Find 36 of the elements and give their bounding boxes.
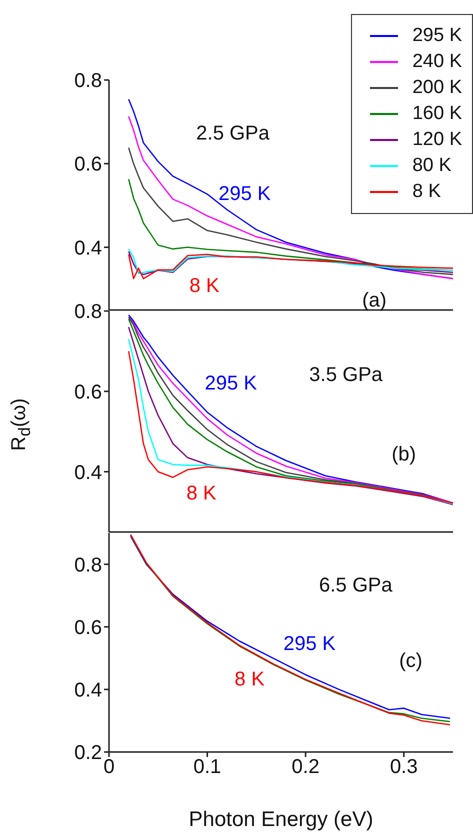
text: 8 K: [189, 275, 220, 298]
legend-label: 160 K: [412, 103, 462, 125]
y-tick-label: 0.6: [74, 381, 102, 404]
legend-label: 240 K: [412, 51, 462, 73]
y-tick-label: 0.6: [74, 616, 102, 639]
line-series: [128, 254, 453, 280]
legend-label: 80 K: [412, 155, 452, 177]
annotation: 2.5 GPa: [196, 122, 270, 144]
y-tick-label: 0.8: [74, 554, 102, 576]
series-label: 8 K: [234, 668, 266, 690]
annotation: 6.5 GPa: [319, 574, 394, 596]
annotation: (c): [399, 650, 422, 672]
series-label: 295 K: [204, 372, 258, 395]
y-tick-label: 0.4: [74, 462, 102, 484]
x-tick-label: 0: [103, 756, 115, 778]
legend-label: 200 K: [412, 77, 462, 99]
y-tick-label: 0.4: [74, 680, 102, 702]
x-tick-label: 0.2: [292, 756, 320, 778]
y-tick-label: 0.2: [74, 742, 102, 764]
text: 295 K: [218, 183, 271, 206]
x-tick-label: 0.1: [193, 756, 222, 778]
annotation: (b): [392, 443, 416, 466]
annotation: (a): [362, 290, 387, 312]
legend-label: 295 K: [412, 25, 462, 47]
x-tick-label: 0.3: [390, 756, 418, 778]
line-series: [128, 147, 453, 276]
y-tick-label: 0.6: [74, 154, 102, 176]
y-tick-label: 0.8: [74, 70, 102, 92]
y-tick-label: 0.8: [74, 301, 102, 324]
series-label: 295 K: [283, 632, 336, 655]
series-label: 8 K: [186, 482, 218, 505]
legend-label: 120 K: [412, 129, 462, 151]
y-tick-label: 0.4: [74, 237, 102, 260]
x-axis-title: Photon Energy (eV): [188, 808, 374, 831]
annotation: 3.5 GPa: [309, 364, 384, 386]
legend-label: 8 K: [412, 181, 441, 203]
